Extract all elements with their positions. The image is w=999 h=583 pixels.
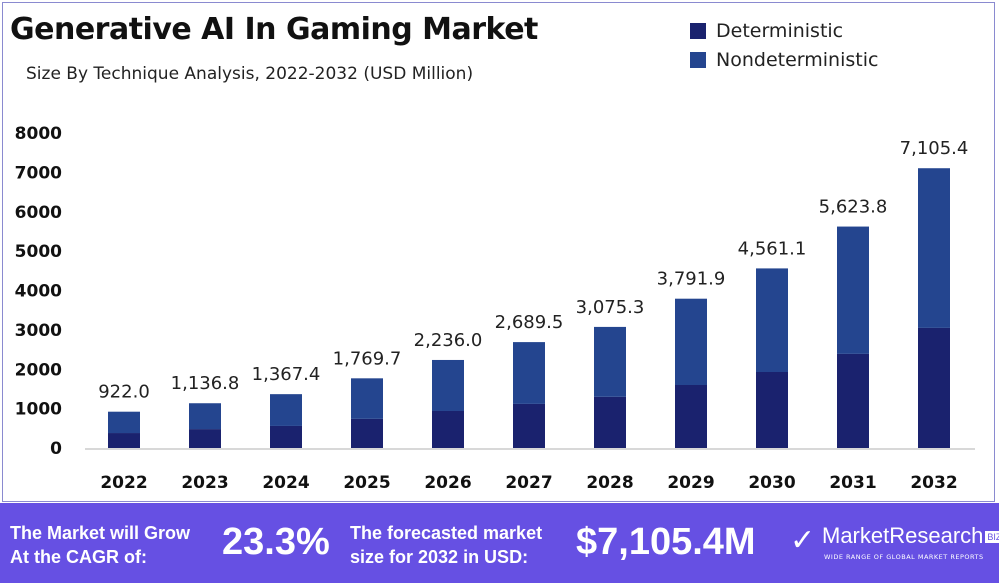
data-label-2029: 3,791.9 xyxy=(657,269,726,290)
forecast-label-line1: The forecasted market xyxy=(350,523,543,543)
y-tick-label: 5000 xyxy=(15,242,62,262)
x-tick-label: 2028 xyxy=(586,473,633,493)
bar-deterministic-2024 xyxy=(270,425,302,448)
y-tick-label: 3000 xyxy=(15,321,62,341)
data-label-2023: 1,136.8 xyxy=(171,373,240,394)
data-label-2028: 3,075.3 xyxy=(576,297,645,318)
footer-banner: The Market will Grow At the CAGR of: 23.… xyxy=(0,503,999,583)
bar-deterministic-2026 xyxy=(432,410,464,448)
legend-label: Nondeterministic xyxy=(716,49,879,71)
forecast-label-line2: size for 2032 in USD: xyxy=(350,547,529,567)
bar-deterministic-2028 xyxy=(594,396,626,448)
x-tick-label: 2022 xyxy=(100,473,147,493)
bar-deterministic-2023 xyxy=(189,429,221,448)
y-tick-label: 4000 xyxy=(15,282,62,302)
bar-nondeterministic-2031 xyxy=(837,226,869,354)
legend-swatch xyxy=(690,23,706,39)
legend-deterministic: Deterministic xyxy=(690,20,843,42)
cagr-label-line1: The Market will Grow xyxy=(10,523,191,543)
bar-nondeterministic-2030 xyxy=(756,268,788,373)
y-tick-label: 2000 xyxy=(15,360,62,380)
x-tick-label: 2023 xyxy=(181,473,228,493)
bar-nondeterministic-2032 xyxy=(918,168,950,328)
data-label-2032: 7,105.4 xyxy=(900,138,969,159)
bar-nondeterministic-2024 xyxy=(270,394,302,426)
bar-nondeterministic-2029 xyxy=(675,298,707,385)
chart-frame xyxy=(2,2,995,502)
logo-mark-icon: ✓ xyxy=(790,523,816,558)
y-tick-label: 8000 xyxy=(15,124,62,144)
x-tick-label: 2030 xyxy=(748,473,795,493)
logo-tagline: WIDE RANGE OF GLOBAL MARKET REPORTS xyxy=(824,553,984,561)
bar-chart: 0 1000 2000 3000 4000 5000 6000 7000 8000 922.0 20… xyxy=(15,124,975,493)
chart-subtitle: Size By Technique Analysis, 2022-2032 (U… xyxy=(26,64,474,84)
y-tick-label: 0 xyxy=(50,439,62,459)
data-label-2024: 1,367.4 xyxy=(252,364,321,385)
x-tick-label: 2024 xyxy=(262,473,309,493)
data-label-2025: 1,769.7 xyxy=(333,348,402,369)
logo-badge: BIZ xyxy=(985,531,999,544)
forecast-value: $7,105.4M xyxy=(576,521,756,563)
chart-title: Generative AI In Gaming Market xyxy=(10,12,538,47)
x-tick-label: 2025 xyxy=(343,473,390,493)
data-label-2030: 4,561.1 xyxy=(738,238,807,259)
legend-label: Deterministic xyxy=(716,20,844,42)
bar-deterministic-2032 xyxy=(918,327,950,448)
bar-deterministic-2030 xyxy=(756,372,788,448)
bar-nondeterministic-2025 xyxy=(351,378,383,419)
data-label-2027: 2,689.5 xyxy=(495,312,564,333)
bar-deterministic-2025 xyxy=(351,418,383,448)
bar-deterministic-2029 xyxy=(675,385,707,448)
cagr-value: 23.3% xyxy=(222,521,330,563)
bar-deterministic-2027 xyxy=(513,403,545,448)
bar-nondeterministic-2022 xyxy=(108,411,140,434)
bar-deterministic-2022 xyxy=(108,433,140,448)
x-tick-label: 2027 xyxy=(505,473,552,493)
legend-nondeterministic: Nondeterministic xyxy=(690,49,878,71)
cagr-label-line2: At the CAGR of: xyxy=(10,547,147,567)
data-label-2022: 922.0 xyxy=(98,382,150,403)
y-tick-label: 7000 xyxy=(15,163,62,183)
x-tick-label: 2029 xyxy=(667,473,714,493)
x-tick-label: 2032 xyxy=(910,473,957,493)
data-label-2026: 2,236.0 xyxy=(414,330,483,351)
bar-nondeterministic-2027 xyxy=(513,342,545,404)
bar-nondeterministic-2028 xyxy=(594,326,626,397)
bar-deterministic-2031 xyxy=(837,353,869,448)
y-tick-label: 1000 xyxy=(15,400,62,420)
x-tick-label: 2031 xyxy=(829,473,876,493)
x-tick-label: 2026 xyxy=(424,473,471,493)
bar-nondeterministic-2026 xyxy=(432,359,464,411)
logo-text: MarketResearch xyxy=(822,523,984,548)
legend-swatch xyxy=(690,52,706,68)
bar-nondeterministic-2023 xyxy=(189,403,221,430)
y-tick-label: 6000 xyxy=(15,203,62,223)
data-label-2031: 5,623.8 xyxy=(819,197,888,218)
